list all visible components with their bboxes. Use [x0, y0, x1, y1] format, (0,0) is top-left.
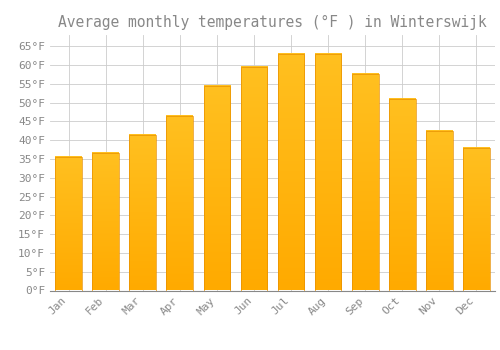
Bar [55, 157, 82, 290]
Bar [92, 153, 119, 290]
Bar [130, 134, 156, 290]
Bar [315, 54, 342, 290]
Bar [166, 116, 193, 290]
Bar [278, 54, 304, 290]
Bar [240, 67, 268, 290]
Bar [389, 99, 415, 290]
Bar [352, 75, 378, 290]
Bar [426, 131, 452, 290]
Bar [463, 148, 490, 290]
Bar [204, 86, 230, 290]
Title: Average monthly temperatures (°F ) in Winterswijk: Average monthly temperatures (°F ) in Wi… [58, 15, 487, 30]
